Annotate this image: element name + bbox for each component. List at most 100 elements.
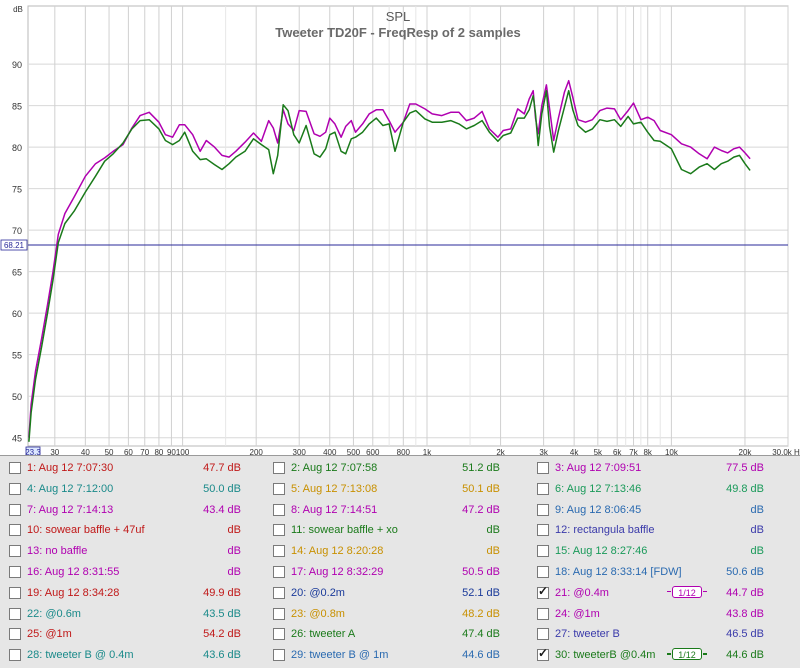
legend-item: ✓ 30: tweeterB @0.4m 1/12 44.6 dB [537, 647, 764, 665]
reference-value-label: 68.21 [4, 241, 25, 250]
legend-checkbox[interactable] [273, 545, 285, 558]
legend-checkbox[interactable] [537, 462, 549, 474]
legend-value: 50.5 dB [462, 566, 500, 578]
legend-checkbox[interactable] [9, 628, 21, 641]
legend-checkbox[interactable] [273, 566, 285, 578]
legend-item: 19: Aug 12 8:34:28 49.9 dB [9, 585, 241, 603]
legend-label[interactable]: 25: @1m [27, 628, 72, 641]
y-tick-label: 70 [12, 226, 22, 236]
legend-value: 51.2 dB [462, 462, 500, 474]
legend-item: 2: Aug 12 7:07:58 51.2 dB [273, 460, 500, 478]
legend-value: 44.7 dB [726, 586, 764, 599]
legend-checkbox[interactable] [9, 566, 21, 578]
legend-label[interactable]: 4: Aug 12 7:12:00 [27, 482, 114, 495]
legend-label[interactable]: 19: Aug 12 8:34:28 [27, 586, 120, 599]
legend-label[interactable]: 7: Aug 12 7:14:13 [27, 503, 114, 516]
legend-label[interactable]: 10: sowear baffle + 47uf [27, 524, 145, 537]
legend-checkbox[interactable] [537, 566, 549, 578]
legend-checkbox[interactable]: ✓ [537, 585, 549, 599]
legend-checkbox[interactable] [273, 607, 285, 620]
legend-item: 11: sowear baffle + xo dB [273, 522, 500, 540]
legend-label[interactable]: 20: @0.2m [291, 586, 345, 599]
legend-item: 7: Aug 12 7:14:13 43.4 dB [9, 502, 241, 520]
legend-label[interactable]: 16: Aug 12 8:31:55 [27, 566, 120, 578]
x-tick-label: 30 [50, 448, 59, 455]
legend-label[interactable]: 21: @0.4m [555, 586, 609, 599]
legend-label[interactable]: 29: tweeter B @ 1m [291, 649, 389, 662]
legend-checkbox[interactable] [537, 503, 549, 516]
legend-checkbox[interactable] [273, 462, 285, 474]
smoothing-badge[interactable]: 1/12 [667, 648, 707, 661]
legend-item: 8: Aug 12 7:14:51 47.2 dB [273, 502, 500, 520]
legend-label[interactable]: 2: Aug 12 7:07:58 [291, 462, 378, 474]
x-tick-label: 200 [250, 448, 264, 455]
legend-checkbox[interactable] [273, 503, 285, 516]
legend-checkbox[interactable] [537, 607, 549, 620]
legend-checkbox[interactable] [9, 607, 21, 620]
legend-item: 18: Aug 12 8:33:14 [FDW] 50.6 dB [537, 564, 764, 582]
x-tick-label: 800 [397, 448, 411, 455]
legend-label[interactable]: 5: Aug 12 7:13:08 [291, 482, 378, 495]
legend-item: 20: @0.2m 52.1 dB [273, 585, 500, 603]
legend-label[interactable]: 8: Aug 12 7:14:51 [291, 503, 378, 516]
x-tick-label: 400 [323, 448, 337, 455]
legend-checkbox[interactable]: ✓ [537, 647, 549, 662]
smoothing-badge[interactable]: 1/12 [667, 585, 707, 598]
legend-checkbox[interactable] [273, 482, 285, 495]
legend-label[interactable]: 9: Aug 12 8:06:45 [555, 503, 642, 516]
x-tick-label: 3k [539, 448, 548, 455]
legend-value: 44.6 dB [726, 649, 764, 662]
legend-item: 3: Aug 12 7:09:51 77.5 dB [537, 460, 764, 478]
legend-label[interactable]: 17: Aug 12 8:32:29 [291, 566, 384, 578]
legend-label[interactable]: 26: tweeter A [291, 628, 356, 641]
series-line-2 [28, 89, 751, 442]
legend-item: 14: Aug 12 8:20:28 dB [273, 543, 500, 561]
legend-checkbox[interactable] [273, 524, 285, 537]
legend-label[interactable]: 30: tweeterB @0.4m [555, 649, 656, 662]
legend-value: 43.4 dB [203, 503, 241, 516]
legend-label[interactable]: 23: @0.8m [291, 607, 345, 620]
legend-checkbox[interactable] [9, 586, 21, 599]
legend-checkbox[interactable] [537, 482, 549, 495]
legend-label[interactable]: 13: no baffle [27, 545, 88, 558]
legend-checkbox[interactable] [9, 649, 21, 662]
legend-checkbox[interactable] [537, 628, 549, 641]
legend-item: 26: tweeter A 47.4 dB [273, 626, 500, 644]
legend-checkbox[interactable] [9, 462, 21, 474]
legend-label[interactable]: 24: @1m [555, 607, 600, 620]
x-tick-label: 90 [167, 448, 176, 455]
legend-label[interactable]: 3: Aug 12 7:09:51 [555, 462, 642, 474]
legend-item: 5: Aug 12 7:13:08 50.1 dB [273, 481, 500, 499]
x-tick-label: 20k [739, 448, 753, 455]
legend-label[interactable]: 1: Aug 12 7:07:30 [27, 462, 114, 474]
legend-label[interactable]: 22: @0.6m [27, 607, 81, 620]
legend-item: 4: Aug 12 7:12:00 50.0 dB [9, 481, 241, 499]
legend-label[interactable]: 28: tweeter B @ 0.4m [27, 649, 134, 662]
chart-subtitle: Tweeter TD20F - FreqResp of 2 samples [275, 25, 520, 40]
legend-checkbox[interactable] [273, 586, 285, 599]
legend-value: dB [227, 545, 241, 558]
legend-checkbox[interactable] [9, 524, 21, 537]
y-tick-label: 80 [12, 143, 22, 153]
legend-checkbox[interactable] [537, 524, 549, 537]
legend-label[interactable]: 12: rectangula baffle [555, 524, 655, 537]
legend-checkbox[interactable] [9, 545, 21, 558]
legend-label[interactable]: 18: Aug 12 8:33:14 [FDW] [555, 566, 682, 578]
legend-item: 12: rectangula baffle dB [537, 522, 764, 540]
legend-checkbox[interactable] [9, 482, 21, 495]
legend-item: 28: tweeter B @ 0.4m 43.6 dB [9, 647, 241, 665]
legend-checkbox[interactable] [9, 503, 21, 516]
legend-label[interactable]: 11: sowear baffle + xo [291, 524, 398, 537]
legend-label[interactable]: 14: Aug 12 8:20:28 [291, 545, 384, 558]
legend-value: 77.5 dB [726, 462, 764, 474]
legend-checkbox[interactable] [273, 628, 285, 641]
x-tick-label: 30.0k Hz [772, 448, 800, 455]
x-tick-label: 50 [105, 448, 114, 455]
legend-value: 49.9 dB [203, 586, 241, 599]
legend-value: 48.2 dB [462, 607, 500, 620]
legend-label[interactable]: 27: tweeter B [555, 628, 620, 641]
legend-label[interactable]: 15: Aug 12 8:27:46 [555, 545, 648, 558]
legend-label[interactable]: 6: Aug 12 7:13:46 [555, 482, 642, 495]
legend-checkbox[interactable] [537, 545, 549, 558]
legend-checkbox[interactable] [273, 649, 285, 662]
